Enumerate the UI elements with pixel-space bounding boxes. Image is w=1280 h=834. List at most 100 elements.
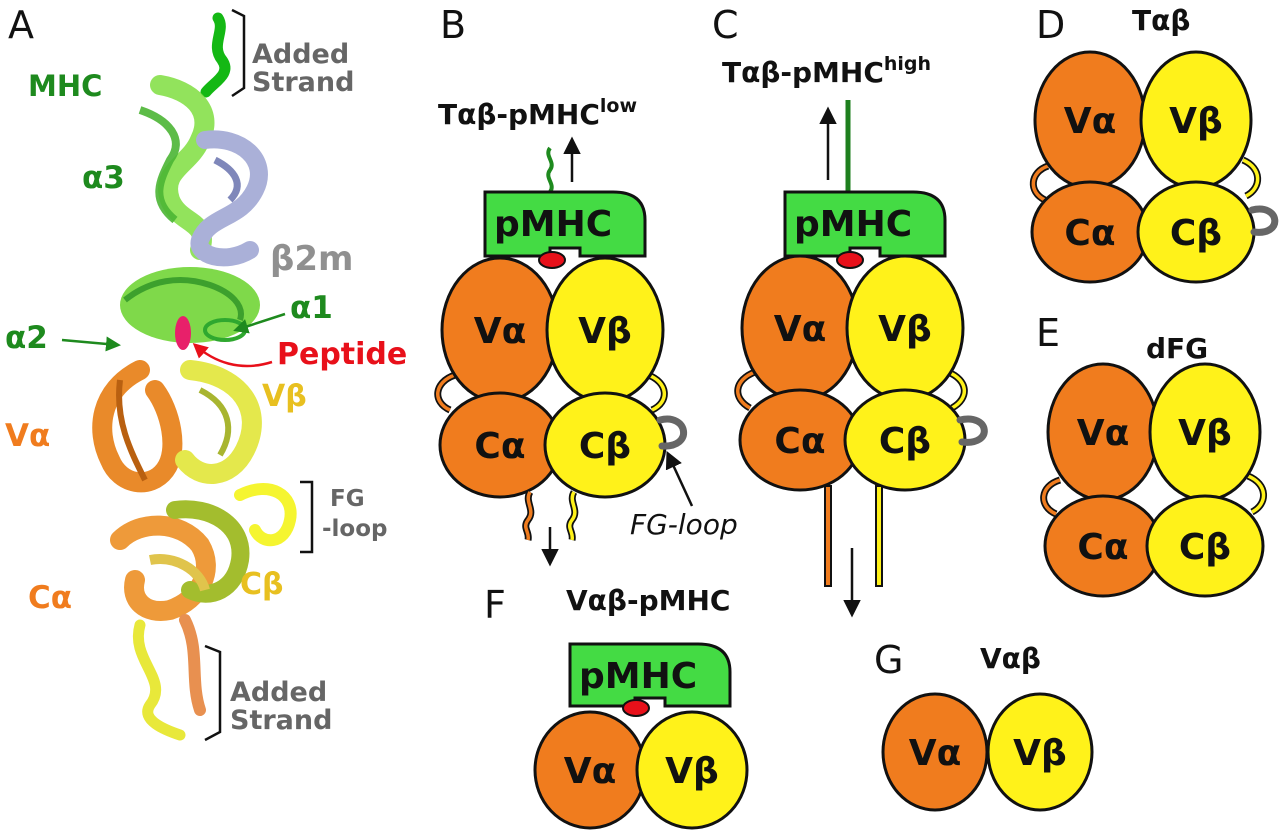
beta-stalk (875, 485, 883, 587)
label-added-strand-top-line1: Added (252, 39, 349, 70)
alpha-stalk (824, 485, 832, 587)
panel-letter-e: E (1036, 311, 1060, 355)
label-mhc: MHC (28, 69, 102, 103)
beta2m-ribbon-dark (213, 156, 241, 203)
peptide-mark (538, 251, 566, 269)
fg-loop-bracket (300, 480, 314, 554)
panel-f-title: Vαβ-pMHC (566, 584, 730, 617)
panel-e-title: dFG (1146, 332, 1208, 365)
label-beta2m: β2m (270, 239, 353, 279)
va-label: Vα (474, 311, 527, 352)
panel-letter-f: F (484, 583, 506, 627)
added-strand-top-tube (200, 12, 231, 98)
fg-loop-tube (234, 483, 297, 547)
beta-hinge-loop-fill (1242, 158, 1260, 198)
pmhc-box (483, 190, 647, 258)
label-added-strand-top-line2: Strand (252, 67, 354, 98)
label-valpha: Vα (5, 418, 50, 454)
panel-letter-a: A (8, 3, 34, 47)
label-alpha3: α3 (82, 160, 125, 196)
peptide-pointer-arrow (192, 343, 273, 368)
peptide-mark (622, 699, 650, 717)
panel-d-title: Tαβ (1132, 4, 1190, 37)
panel-f: F Vαβ-pMHC pMHC Vα Vβ (484, 583, 749, 830)
alpha-tail-stub-fill (524, 491, 533, 541)
panel-letter-c: C (712, 3, 739, 47)
panel-g: G Vαβ Vα Vβ (874, 638, 1094, 812)
label-vbeta: Vβ (262, 379, 307, 414)
fg-loop-pointer-arrow (665, 450, 694, 507)
va-label: Vα (1064, 101, 1117, 142)
label-alpha2: α2 (5, 320, 48, 356)
added-strand-bottom-tube-orange (179, 614, 206, 716)
label-calpha: Cα (28, 580, 72, 616)
vb-domain (986, 692, 1094, 812)
cb-label: Cβ (1179, 527, 1231, 568)
ca-label: Cα (774, 421, 825, 462)
label-fg-loop-line1: FG (330, 486, 365, 512)
panel-c-title-main: Tαβ-pMHC (722, 56, 884, 89)
vb-label: Vβ (1178, 413, 1232, 454)
panel-b-title: Tαβ-pMHClow (438, 95, 637, 131)
vb-label: Vβ (878, 309, 932, 350)
beta-hinge-loop-fill (947, 370, 966, 410)
vb-domain (635, 710, 749, 830)
vbeta-ribbon (175, 360, 262, 484)
cb-label: Cβ (879, 421, 931, 462)
fg-loop-mark (1248, 205, 1279, 236)
panel-c-title: Tαβ-pMHChigh (722, 53, 931, 89)
added-strand-bottom-tube-yellow (132, 619, 186, 741)
cbeta-ribbon (166, 500, 250, 603)
peptide-tether-squiggle (546, 146, 554, 194)
peptide-structure (175, 316, 191, 350)
beta-tail-stub-fill (568, 491, 577, 541)
va-label: Vα (909, 733, 962, 774)
pmhc-box (568, 642, 732, 708)
vb-label: Vβ (1169, 101, 1223, 142)
alpha-hinge-loop-fill (736, 370, 756, 410)
cb-domain (1145, 494, 1265, 598)
cbeta-ribbon-light (149, 554, 210, 592)
vb-label: Vβ (578, 311, 632, 352)
ca-label: Cα (474, 426, 525, 467)
vb-label: Vβ (1013, 733, 1067, 774)
pmhc-label: pMHC (494, 204, 612, 245)
label-cbeta: Cβ (240, 567, 284, 602)
alpha-hinge-loop-fill (1042, 478, 1061, 516)
ca-label: Cα (1077, 527, 1128, 568)
valpha-ribbon (92, 360, 183, 493)
fg-loop-mark (656, 415, 687, 450)
panel-b: B Tαβ-pMHClow pMHC Vα Vβ Cα Cβ FG-loop (434, 3, 738, 567)
alpha2-pointer-arrow (61, 336, 121, 352)
pmhc-label: pMHC (579, 656, 697, 697)
va-label: Vα (1077, 413, 1130, 454)
beta-hinge-loop-fill (647, 373, 666, 412)
calpha-ribbon (110, 515, 216, 621)
va-label: Vα (564, 751, 617, 792)
panel-letter-b: B (440, 3, 466, 47)
panel-b-title-main: Tαβ-pMHC (438, 98, 600, 131)
label-fg-loop-line2: -loop (322, 516, 388, 542)
panel-letter-d: D (1036, 3, 1065, 47)
protein-structure-illustration (92, 12, 297, 741)
label-added-strand-bottom-line1: Added (230, 677, 327, 708)
panel-g-title: Vαβ (980, 642, 1041, 675)
vb-label: Vβ (665, 751, 719, 792)
label-alpha1: α1 (290, 290, 333, 326)
pmhc-box (783, 190, 947, 258)
panel-d: D Tαβ Vα Vβ Cα Cβ (1029, 3, 1279, 284)
alpha1-pointer-arrow (233, 312, 286, 334)
beta-hinge-loop-fill (1247, 474, 1266, 514)
cb-label: Cβ (1170, 213, 1222, 254)
added-strand-top-bracket (231, 8, 246, 98)
va-label: Vα (774, 309, 827, 350)
fg-loop-mark (956, 415, 988, 446)
panel-c-title-sup: high (884, 53, 931, 75)
alpha-hinge-loop-fill (436, 373, 456, 412)
panel-a: A (5, 3, 407, 742)
mhc-alpha3-ribbon (150, 75, 215, 260)
label-added-strand-bottom-line2: Strand (230, 705, 332, 736)
label-peptide: Peptide (277, 337, 407, 372)
fg-loop-label: FG-loop (630, 508, 738, 541)
